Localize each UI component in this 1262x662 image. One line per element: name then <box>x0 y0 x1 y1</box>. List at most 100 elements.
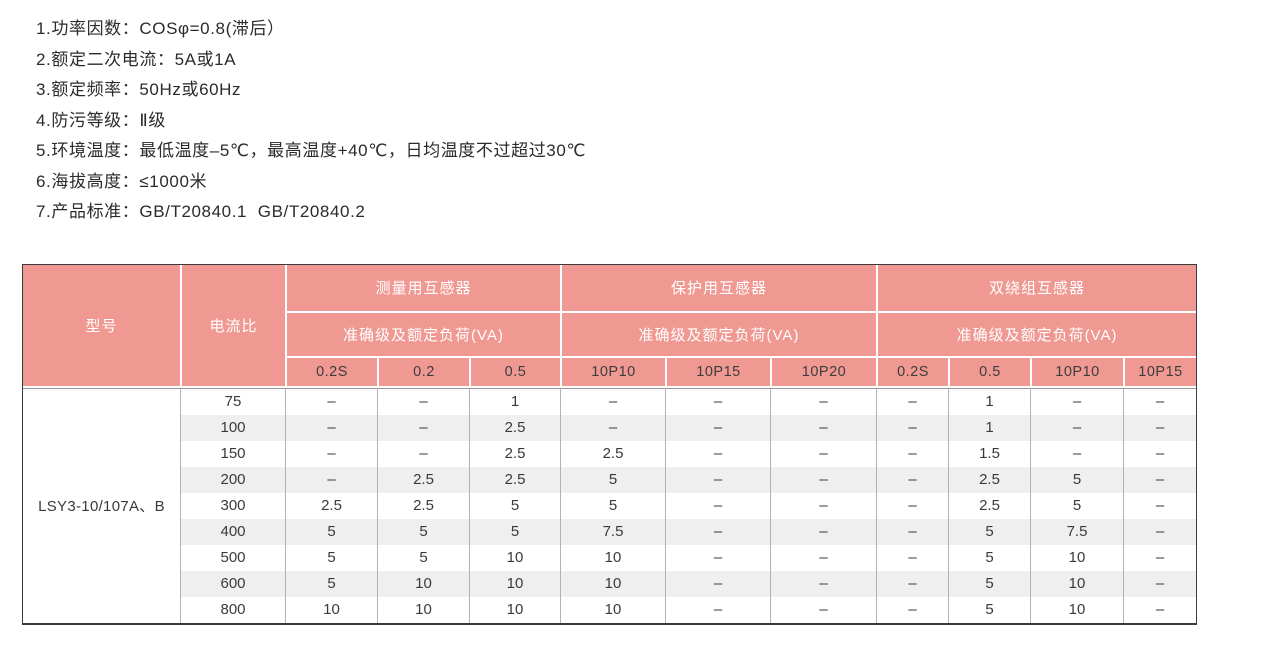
value-cell: – <box>1030 414 1123 441</box>
header-col-m-02s: 0.2S <box>285 357 377 388</box>
value-cell: – <box>1123 466 1197 493</box>
value-cell: – <box>1123 492 1197 519</box>
value-cell: – <box>377 440 469 467</box>
value-cell: 7.5 <box>1030 518 1123 545</box>
value-cell: – <box>1123 544 1197 571</box>
value-cell: 10 <box>1030 544 1123 571</box>
ratio-cell: 500 <box>180 544 285 571</box>
value-cell: – <box>770 387 876 415</box>
value-cell: 10 <box>1030 570 1123 597</box>
value-cell: 5 <box>948 570 1030 597</box>
value-cell: – <box>876 544 948 571</box>
value-cell: 10 <box>560 596 665 623</box>
header-col-d-02s: 0.2S <box>876 357 948 388</box>
header-group-dual-winding: 双绕组互感器 <box>876 264 1197 313</box>
header-col-d-05: 0.5 <box>948 357 1030 388</box>
header-col-p-10p15: 10P15 <box>665 357 770 388</box>
value-cell: 10 <box>285 596 377 623</box>
value-cell: – <box>560 414 665 441</box>
header-group-protection: 保护用互感器 <box>560 264 876 313</box>
ratio-cell: 400 <box>180 518 285 545</box>
header-model: 型号 <box>23 264 180 388</box>
value-cell: – <box>876 466 948 493</box>
value-cell: 1.5 <box>948 440 1030 467</box>
value-cell: 2.5 <box>469 466 560 493</box>
value-cell: – <box>665 518 770 545</box>
table-body: LSY3-10/107A、B 75– –1– – – –1– –100– –2.5– – – –1–… <box>23 387 1197 623</box>
value-cell: – <box>770 596 876 623</box>
value-cell: – <box>1123 414 1197 441</box>
header-current-ratio: 电流比 <box>180 264 285 388</box>
value-cell: – <box>770 492 876 519</box>
value-cell: 2.5 <box>469 440 560 467</box>
value-cell: 10 <box>377 596 469 623</box>
value-cell: – <box>665 492 770 519</box>
spec-item-pollution-class: 4.防污等级：Ⅱ级 <box>36 110 166 130</box>
header-row-subtitles: 准确级及额定负荷(VA) 准确级及额定负荷(VA) 准确级及额定负荷(VA) <box>23 312 1197 358</box>
value-cell: – <box>770 518 876 545</box>
value-cell: – <box>1123 596 1197 623</box>
ratio-cell: 150 <box>180 440 285 467</box>
value-cell: – <box>665 387 770 415</box>
header-sub-measuring: 准确级及额定负荷(VA) <box>285 312 560 358</box>
value-cell: – <box>665 596 770 623</box>
value-cell: – <box>876 492 948 519</box>
spec-item-secondary-current: 2.额定二次电流：5A或1A <box>36 49 237 69</box>
value-cell: 2.5 <box>285 492 377 519</box>
spec-item-ambient-temp: 5.环境温度：最低温度–5℃，最高温度+40℃，日均温度不过超过30℃ <box>36 141 587 160</box>
value-cell: – <box>770 570 876 597</box>
value-cell: 10 <box>560 544 665 571</box>
table-row: 100– –2.5– – – –1– – <box>23 414 1197 441</box>
value-cell: 5 <box>469 492 560 519</box>
value-cell: 2.5 <box>469 414 560 441</box>
value-cell: – <box>377 414 469 441</box>
table-row: 400 5 5 5 7.5– – –5 7.5– <box>23 518 1197 545</box>
value-cell: 5 <box>560 492 665 519</box>
value-cell: 5 <box>948 518 1030 545</box>
value-cell: 5 <box>285 518 377 545</box>
value-cell: – <box>770 544 876 571</box>
value-cell: 5 <box>1030 492 1123 519</box>
value-cell: – <box>876 440 948 467</box>
value-cell: – <box>770 466 876 493</box>
spec-item-product-standard: 7.产品标准：GB/T20840.1 GB/T20840.2 <box>36 202 366 221</box>
header-col-m-05: 0.5 <box>469 357 560 388</box>
table-row: LSY3-10/107A、B 75– –1– – – –1– – <box>23 387 1197 623</box>
value-cell: 2.5 <box>560 440 665 467</box>
value-cell: 2.5 <box>948 492 1030 519</box>
value-cell: 1 <box>948 387 1030 415</box>
value-cell: 10 <box>1030 596 1123 623</box>
value-cell: 1 <box>469 387 560 415</box>
value-cell: – <box>665 570 770 597</box>
value-cell: – <box>1123 570 1197 597</box>
value-cell: 2.5 <box>948 466 1030 493</box>
header-col-d-10p15: 10P15 <box>1123 357 1197 388</box>
model-cell: LSY3-10/107A、B <box>23 387 180 623</box>
spec-list: 1.功率因数：COSφ=0.8(滞后） 2.额定二次电流：5A或1A 3.额定频… <box>36 14 1262 228</box>
value-cell: 10 <box>377 570 469 597</box>
value-cell: – <box>1030 387 1123 415</box>
header-col-d-10p10: 10P10 <box>1030 357 1123 388</box>
value-cell: – <box>285 387 377 415</box>
value-cell: – <box>285 414 377 441</box>
value-cell: 2.5 <box>377 492 469 519</box>
value-cell: – <box>876 518 948 545</box>
value-cell: – <box>665 440 770 467</box>
value-cell: 10 <box>469 596 560 623</box>
ratio-cell: 600 <box>180 570 285 597</box>
value-cell: 2.5 <box>377 466 469 493</box>
spec-item-rated-frequency: 3.额定频率：50Hz或60Hz <box>36 80 242 99</box>
value-cell: – <box>377 387 469 415</box>
value-cell: 5 <box>1030 466 1123 493</box>
ratio-cell: 75 <box>180 387 285 415</box>
value-cell: – <box>1123 518 1197 545</box>
value-cell: 5 <box>285 570 377 597</box>
value-cell: – <box>1123 387 1197 415</box>
value-cell: – <box>285 466 377 493</box>
value-cell: 5 <box>469 518 560 545</box>
table-row: 300 2.5 2.5 5 5– – –2.5 5– <box>23 492 1197 519</box>
value-cell: – <box>876 387 948 415</box>
header-col-m-02: 0.2 <box>377 357 469 388</box>
value-cell: 5 <box>285 544 377 571</box>
value-cell: 5 <box>377 518 469 545</box>
